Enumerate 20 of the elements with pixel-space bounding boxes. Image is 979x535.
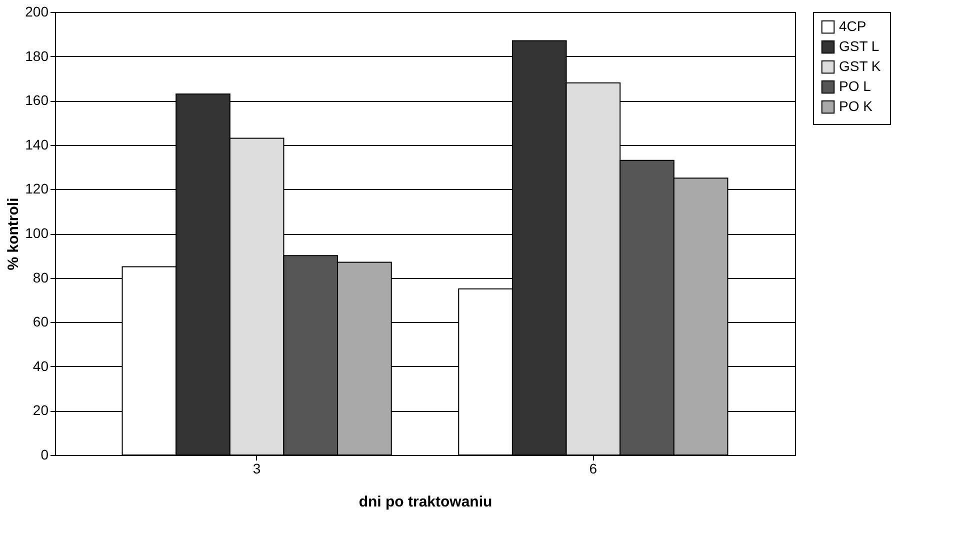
legend-label: PO L	[839, 78, 872, 94]
x-axis-title: dni po traktowaniu	[358, 494, 492, 510]
y-tick-label: 0	[40, 446, 49, 462]
x-tick-label: 6	[589, 460, 598, 476]
y-axis-title: % kontroli	[5, 198, 22, 270]
legend-label: GST K	[839, 58, 882, 74]
legend-label: PO K	[839, 98, 874, 114]
legend-label: 4CP	[839, 18, 866, 34]
x-tick-label: 3	[252, 460, 261, 476]
y-tick-label: 60	[32, 314, 49, 330]
y-tick-label: 100	[25, 225, 49, 241]
y-tick-label: 80	[32, 269, 49, 286]
y-tick-label: 120	[25, 180, 49, 197]
y-tick-label: 40	[32, 358, 49, 374]
y-tick-label: 20	[32, 402, 49, 418]
y-tick-label: 200	[25, 4, 49, 20]
legend-label: GST L	[839, 38, 880, 54]
y-tick-label: 160	[25, 92, 49, 108]
y-tick-label: 180	[25, 48, 49, 64]
y-tick-label: 140	[25, 136, 49, 152]
